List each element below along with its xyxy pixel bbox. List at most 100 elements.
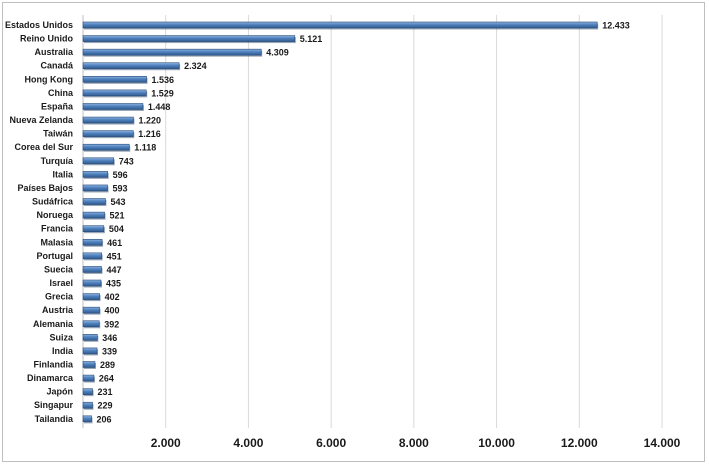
bar	[82, 388, 93, 395]
value-label: 596	[113, 170, 128, 180]
bar	[82, 89, 147, 97]
value-label: 1.448	[148, 102, 171, 112]
category-label: Japón	[46, 387, 73, 397]
value-label: 1.529	[151, 88, 174, 98]
bar	[82, 157, 115, 165]
value-label: 206	[97, 414, 112, 424]
value-label: 2.324	[184, 61, 207, 71]
value-label: 339	[102, 346, 117, 356]
gridlines	[165, 15, 663, 428]
category-label: Italia	[52, 169, 74, 179]
value-label: 521	[110, 211, 125, 221]
bar	[82, 266, 102, 273]
category-label: Tailandia	[35, 414, 74, 424]
value-label: 400	[105, 306, 120, 316]
category-label: Suecia	[44, 264, 74, 274]
bar	[82, 415, 92, 423]
bar	[82, 62, 180, 70]
category-label: Países Bajos	[17, 183, 73, 193]
category-label: España	[41, 101, 74, 111]
x-tick-label: 10.000	[478, 436, 515, 450]
x-tick-label: 14.000	[644, 436, 681, 450]
bar	[82, 252, 102, 260]
bar	[82, 21, 598, 29]
bars	[82, 21, 599, 424]
value-label: 4.309	[266, 48, 289, 58]
bar	[82, 116, 134, 124]
bar	[82, 361, 96, 368]
category-label: Alemania	[33, 319, 74, 329]
bar	[82, 293, 100, 300]
category-label: Austria	[42, 305, 74, 315]
value-label: 1.220	[138, 116, 161, 126]
value-label: 743	[119, 156, 134, 166]
value-label: 231	[98, 387, 113, 397]
category-label: Reino Unido	[20, 34, 73, 44]
bar	[82, 76, 147, 83]
bar	[82, 401, 93, 409]
bar	[82, 198, 106, 205]
category-label: Francia	[41, 224, 74, 234]
category-label: Canadá	[40, 61, 74, 71]
value-label: 264	[99, 374, 114, 384]
category-label: Turquía	[41, 156, 74, 166]
bar	[82, 225, 105, 232]
category-label: Corea del Sur	[14, 142, 73, 152]
x-tick-label: 4.000	[233, 436, 263, 450]
bar	[82, 320, 100, 328]
category-label: Nueva Zelanda	[9, 115, 74, 125]
value-label: 12.433	[602, 21, 630, 31]
category-label: Suiza	[49, 332, 74, 342]
x-tick-label: 6.000	[316, 436, 346, 450]
bar	[82, 103, 144, 110]
bar	[82, 279, 102, 287]
bar	[82, 238, 103, 246]
value-label: 1.536	[152, 75, 175, 85]
value-label: 435	[106, 279, 121, 289]
category-label: Australia	[34, 47, 74, 57]
category-label: Finlandia	[33, 360, 73, 370]
category-label: Estados Unidos	[5, 20, 73, 30]
x-tick-label: 2.000	[151, 436, 181, 450]
value-label: 402	[105, 292, 120, 302]
value-label: 543	[110, 197, 125, 207]
value-label: 289	[100, 360, 115, 370]
value-label: 5.121	[300, 34, 323, 44]
bar	[82, 143, 130, 151]
category-label: Taiwán	[43, 129, 73, 139]
bar	[82, 48, 262, 56]
category-label: Noruega	[36, 210, 74, 220]
value-label: 229	[97, 401, 112, 411]
bar	[82, 35, 296, 42]
category-label: India	[52, 346, 74, 356]
bar	[82, 211, 105, 219]
value-label: 1.216	[138, 129, 161, 139]
category-label: Portugal	[36, 251, 73, 261]
value-label: 504	[109, 224, 124, 234]
category-label: Hong Kong	[25, 74, 74, 84]
category-label: Sudáfrica	[32, 197, 74, 207]
value-label: 451	[107, 251, 122, 261]
category-label: Israel	[49, 278, 73, 288]
bar	[82, 374, 95, 382]
value-label: 1.118	[134, 143, 156, 153]
x-tick-label: 8.000	[399, 436, 429, 450]
bar	[82, 130, 134, 137]
value-label: 447	[106, 265, 121, 275]
category-label: Grecia	[45, 292, 74, 302]
bar	[82, 347, 98, 355]
bar	[82, 184, 108, 192]
value-label: 346	[102, 333, 117, 343]
category-label: Malasia	[40, 237, 74, 247]
labels: 2.000 4.000 6.000 8.000 10.000 12.000 14.000 Es…	[5, 20, 681, 450]
value-label: 461	[107, 238, 122, 248]
bar	[82, 171, 108, 178]
bar	[82, 334, 98, 341]
category-label: Dinamarca	[27, 373, 74, 383]
value-label: 392	[104, 319, 119, 329]
category-label: Singapur	[34, 400, 73, 410]
bar	[82, 306, 100, 314]
category-label: China	[48, 88, 74, 98]
value-label: 593	[113, 183, 128, 193]
